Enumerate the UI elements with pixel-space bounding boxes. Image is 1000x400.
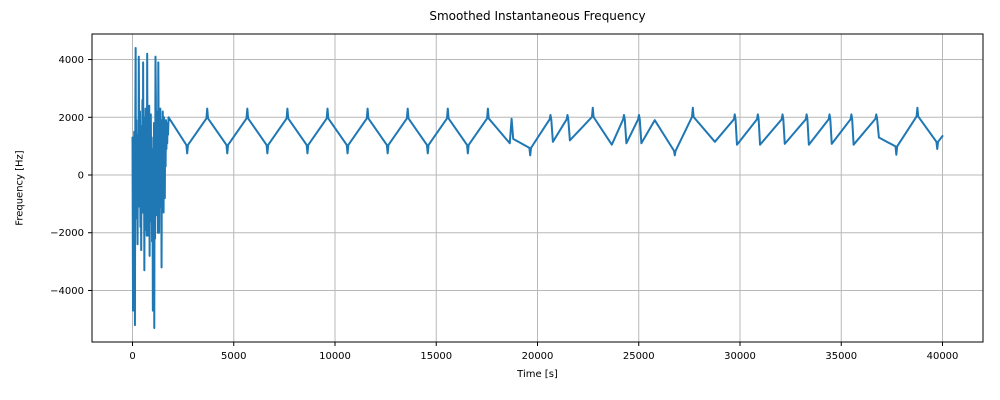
x-tick-label: 30000	[724, 351, 756, 362]
x-tick-label: 25000	[623, 351, 655, 362]
y-tick-label: 2000	[59, 113, 84, 124]
x-tick-label: 40000	[927, 351, 959, 362]
x-tick-label: 10000	[319, 351, 351, 362]
series-line-smoothed-instantaneous-frequency	[131, 47, 944, 329]
x-tick-label: 20000	[522, 351, 554, 362]
y-tick-label: 4000	[59, 55, 84, 66]
x-tick-label: 15000	[420, 351, 452, 362]
chart-title: Smoothed Instantaneous Frequency	[429, 9, 646, 23]
y-axis-label: Frequency [Hz]	[14, 150, 26, 226]
y-tick-label: −4000	[50, 286, 84, 297]
x-tick-label: 0	[129, 351, 135, 362]
y-tick-label: −2000	[50, 228, 84, 239]
x-tick-label: 5000	[221, 351, 246, 362]
y-tick-label: 0	[78, 171, 84, 182]
x-axis-label: Time [s]	[517, 369, 558, 380]
x-tick-label: 35000	[825, 351, 857, 362]
